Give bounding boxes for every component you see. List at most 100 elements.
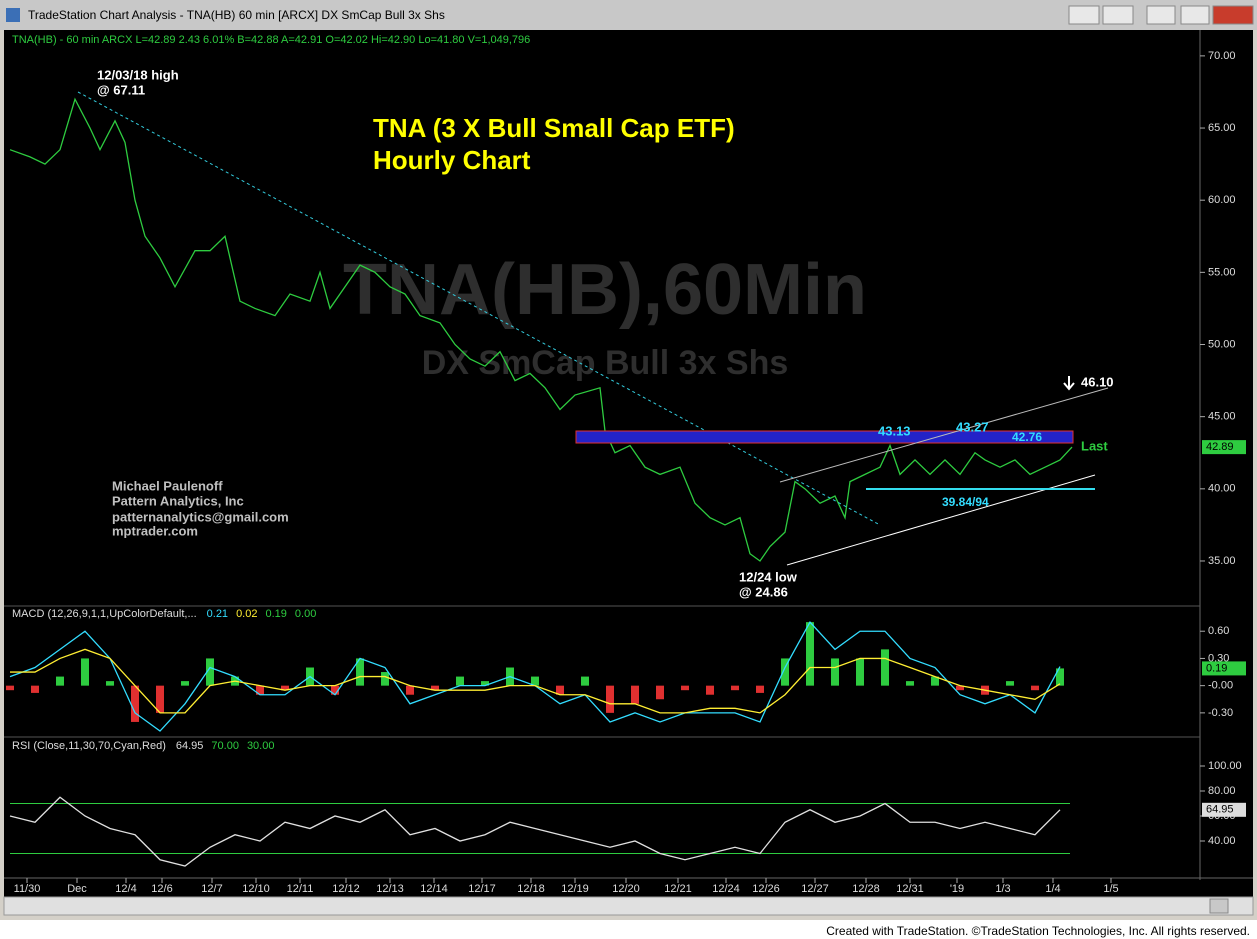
annotation: 43.13: [878, 423, 911, 438]
header-value: 0.02: [236, 608, 257, 620]
histogram-bar: [356, 658, 364, 686]
symbol-button[interactable]: [1068, 5, 1100, 25]
histogram-bar: [256, 685, 264, 695]
histogram-bar: [1056, 668, 1064, 686]
last-value-box: [1202, 802, 1246, 817]
x-tick-label: 12/24: [712, 883, 740, 895]
x-tick-label: 12/17: [468, 883, 496, 895]
trend-line: [77, 91, 881, 526]
histogram-bar: [431, 685, 439, 691]
y-tick-label: -0.00: [1208, 680, 1233, 692]
x-tick-label: 12/28: [852, 883, 880, 895]
histogram-bar: [681, 685, 689, 691]
histogram-bar: [56, 676, 64, 686]
y-tick-label: 40.00: [1208, 483, 1236, 495]
y-tick-label: 80.00: [1208, 785, 1236, 797]
x-tick-label: 12/20: [612, 883, 640, 895]
histogram-bar: [706, 685, 714, 695]
histogram-bar: [381, 672, 389, 686]
window-title: TradeStation Chart Analysis - TNA(HB) 60…: [28, 8, 445, 22]
x-tick-label: 12/7: [201, 883, 222, 895]
plot-area: [4, 30, 1253, 897]
last-value-label: 0.19: [1206, 662, 1227, 674]
x-tick-label: 1/5: [1103, 883, 1118, 895]
annotation: 39.84/94: [942, 495, 989, 509]
app-icon: [6, 8, 20, 22]
y-tick-label: 40.00: [1208, 835, 1236, 847]
x-tick-label: 12/6: [151, 883, 172, 895]
histogram-bar: [6, 685, 14, 691]
y-tick-label: 100.00: [1208, 760, 1242, 772]
last-value-label: 42.89: [1206, 441, 1234, 453]
author: patternanalytics@gmail.com: [112, 509, 289, 524]
y-tick-label: 60.00: [1208, 194, 1236, 206]
histogram-bar: [656, 685, 664, 700]
x-tick-label: 12/31: [896, 883, 924, 895]
histogram-bar: [281, 685, 289, 691]
scroll-thumb[interactable]: [1209, 898, 1229, 914]
histogram-bar: [331, 685, 339, 695]
data-line: [10, 648, 1061, 714]
x-tick-label: 12/27: [801, 883, 829, 895]
histogram-bar: [531, 676, 539, 686]
annotation: @ 67.11: [97, 82, 145, 97]
annotation: 43.27: [956, 419, 989, 434]
x-tick-label: 12/11: [287, 883, 314, 895]
histogram-bar: [606, 685, 614, 713]
histogram-bar: [181, 681, 189, 686]
annotation-title: TNA (3 X Bull Small Cap ETF): [373, 113, 735, 143]
maximize-button[interactable]: [1180, 5, 1210, 25]
target-arrow: [1063, 376, 1075, 391]
header-value: 64.95: [176, 740, 204, 752]
footer: Created with TradeStation. ©TradeStation…: [826, 924, 1250, 938]
annotation-title: Hourly Chart: [373, 145, 531, 175]
panel-header: MACD (12,26,9,1,1,UpColorDefault,...: [12, 608, 197, 620]
histogram-bar: [881, 649, 889, 686]
x-tick-label: '19: [950, 883, 964, 895]
y-tick-label: 35.00: [1208, 555, 1236, 567]
minimize-button[interactable]: [1146, 5, 1176, 25]
y-tick-label: -0.30: [1208, 707, 1233, 719]
last-value-box: [1202, 661, 1246, 676]
data-line: [9, 796, 1061, 867]
histogram-bar: [631, 685, 639, 704]
histogram-bar: [81, 658, 89, 686]
x-tick-label: 1/4: [1045, 883, 1060, 895]
x-tick-label: 1/3: [995, 883, 1010, 895]
panel-header: RSI (Close,11,30,70,Cyan,Red): [12, 740, 166, 752]
watermark: TNA(HB),60Min: [343, 250, 867, 330]
histogram-bar: [1006, 681, 1014, 686]
close-button[interactable]: [1212, 5, 1254, 25]
scrollbar[interactable]: [3, 896, 1254, 916]
histogram-bar: [1031, 685, 1039, 691]
histogram-bar: [956, 685, 964, 691]
chart-layer: 35.00 40.00 45.00 50.00 55.00 60.00 65.00 70.00…: [6, 34, 1246, 895]
annotation: 46.10: [1081, 374, 1114, 389]
histogram-bar: [131, 685, 139, 722]
annotation: 42.76: [1012, 430, 1042, 444]
annotations: 12/03/18 high @ 67.11 TNA (3 X Bull Smal…: [97, 67, 1114, 599]
histogram-bar: [556, 685, 564, 695]
histogram-bar: [481, 681, 489, 686]
header-value: 0.19: [265, 608, 286, 620]
y-tick-label: 45.00: [1208, 411, 1236, 423]
x-tick-label: 12/10: [242, 883, 270, 895]
watermark-sub: DX SmCap Bull 3x Shs: [422, 344, 789, 382]
y-tick-label: 55.00: [1208, 266, 1236, 278]
y-tick-label: 0.30: [1208, 652, 1229, 664]
x-tick-label: 12/14: [420, 883, 448, 895]
x-tick-label: 11/30: [14, 883, 41, 895]
author: Pattern Analytics, Inc: [112, 493, 244, 508]
last-value-label: 64.95: [1206, 804, 1234, 816]
header-value: 30.00: [247, 740, 275, 752]
annotation: 12/24 low: [739, 569, 798, 584]
y-tick-label: 65.00: [1208, 122, 1236, 134]
x-tick-label: 12/4: [115, 883, 136, 895]
y-tick-label: 50.00: [1208, 338, 1236, 350]
footer-bar: [0, 920, 1257, 939]
histogram-bar: [581, 676, 589, 686]
link-button[interactable]: [1102, 5, 1134, 25]
x-tick-label: 12/26: [752, 883, 780, 895]
histogram-bar: [931, 676, 939, 686]
